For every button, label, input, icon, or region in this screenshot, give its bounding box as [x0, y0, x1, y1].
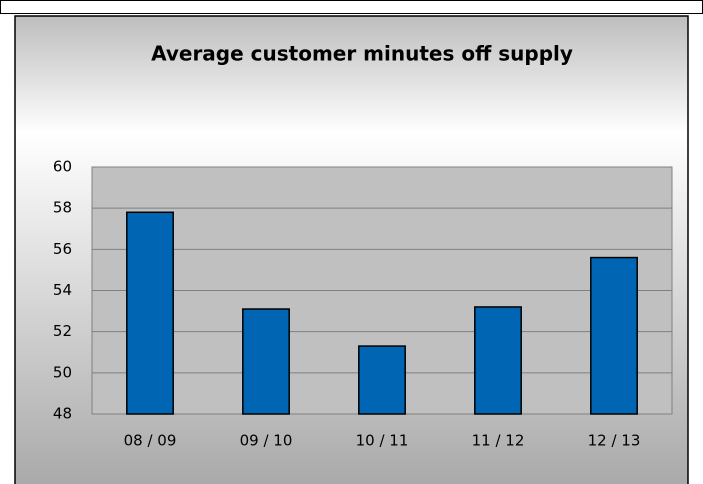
y-tick-label: 56	[53, 240, 72, 258]
y-tick-label: 48	[53, 405, 72, 423]
y-tick-label: 54	[53, 281, 72, 299]
x-tick-label: 09 / 10	[240, 432, 293, 450]
y-tick-label: 58	[53, 199, 72, 217]
x-tick-label: 10 / 11	[356, 432, 409, 450]
chart-title: Average customer minutes off supply	[151, 42, 573, 66]
top-strip	[0, 0, 703, 14]
bar	[242, 308, 290, 415]
x-tick-label: 12 / 13	[588, 432, 641, 450]
y-tick-label: 60	[53, 158, 72, 176]
bar	[590, 256, 638, 415]
x-tick-label: 11 / 12	[472, 432, 525, 450]
bar	[358, 345, 406, 415]
y-tick-label: 50	[53, 363, 72, 381]
y-tick-label: 52	[53, 322, 72, 340]
bar	[474, 306, 522, 415]
bar	[126, 211, 174, 415]
x-tick-label: 08 / 09	[124, 432, 177, 450]
